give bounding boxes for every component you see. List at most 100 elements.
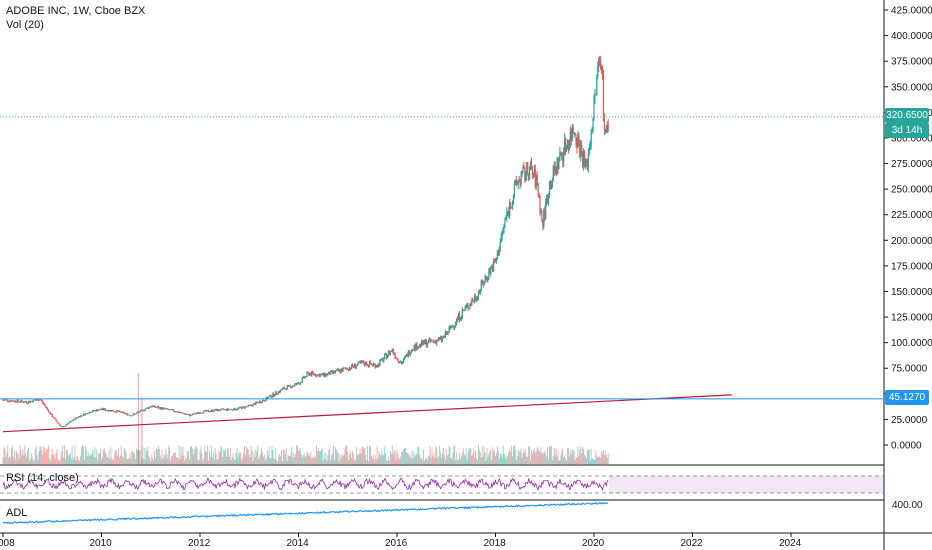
candle-body [193, 413, 195, 415]
volume-bar [279, 453, 281, 465]
candle-body [459, 319, 462, 321]
candle-body [308, 372, 310, 376]
volume-bar [349, 453, 351, 465]
candle-body [106, 410, 108, 412]
candle-body [505, 218, 507, 220]
volume-bar [505, 459, 507, 465]
candle-body [496, 250, 498, 259]
volume-bar [376, 446, 378, 465]
volume-bar [477, 460, 478, 465]
volume-bar [199, 450, 201, 465]
volume-bar [27, 449, 29, 465]
volume-bar [235, 452, 237, 465]
volume-bar [543, 453, 545, 465]
candle-body [260, 402, 263, 404]
volume-bar [86, 455, 88, 465]
price-tick-label: 100.0000 [891, 338, 932, 349]
volume-bar [171, 456, 173, 465]
candle-body [145, 407, 147, 410]
volume-bar [40, 446, 42, 465]
candle-body [524, 167, 526, 180]
candle-body [455, 323, 457, 326]
volume-bar [606, 458, 608, 465]
candle-body [11, 400, 14, 402]
volume-bar [503, 453, 505, 465]
volume-bar [558, 460, 560, 465]
candle-body [86, 413, 88, 415]
candle-body [439, 336, 442, 339]
volume-bar [556, 456, 558, 465]
volume-bar [5, 457, 7, 465]
volume-bar [381, 450, 383, 465]
candle-body [279, 389, 282, 393]
volume-bar [346, 445, 348, 465]
volume-bar [130, 458, 132, 465]
volume-bar [488, 454, 490, 465]
candle-body [123, 412, 125, 414]
volume-bar [585, 456, 586, 465]
volume-bar [143, 448, 145, 465]
volume-bar [527, 456, 529, 465]
candle-body [424, 340, 427, 345]
candle-body [138, 412, 140, 413]
candle-body [541, 211, 543, 222]
rsi-band [608, 476, 884, 493]
volume-bar [602, 453, 603, 465]
candle-body [532, 174, 534, 176]
candle-body [574, 132, 576, 135]
candle-body [195, 413, 197, 415]
volume-bar [413, 451, 415, 465]
candle-body [380, 358, 382, 361]
candle-body [5, 399, 7, 401]
candle-body [548, 183, 551, 198]
candle-body [136, 412, 139, 413]
price-tick-label: 425.0000 [891, 6, 932, 17]
candle-body [397, 358, 399, 362]
candle-body [414, 345, 416, 350]
candle-body [306, 372, 308, 377]
candle-body [246, 406, 248, 408]
candle-body [239, 406, 241, 408]
volume-bar [180, 446, 182, 465]
candle-body [324, 372, 326, 377]
candle-body [354, 363, 356, 368]
volume-bar [509, 449, 511, 465]
volume-bar [512, 456, 513, 465]
candle-body [13, 400, 15, 402]
candle-body [112, 410, 114, 412]
volume-bar [290, 452, 292, 465]
volume-bar [398, 457, 400, 465]
volume-bar [66, 449, 68, 465]
candle-body [137, 412, 140, 413]
candle-body [542, 221, 544, 227]
candle-body [556, 158, 558, 174]
price-tick-label: 125.0000 [891, 313, 932, 324]
candle-body [248, 405, 250, 406]
volume-bar [406, 453, 408, 465]
candle-body [522, 167, 524, 172]
candle-body [46, 407, 49, 410]
candle-body [247, 405, 249, 407]
volume-bar [225, 448, 227, 465]
candle-body [296, 383, 298, 385]
candle-body [268, 396, 270, 398]
candle-body [438, 338, 440, 342]
volume-bar [85, 449, 87, 465]
volume-bar [553, 447, 555, 465]
candle-body [273, 393, 275, 397]
volume-bar [255, 449, 257, 465]
volume-bar [135, 459, 137, 465]
volume-bar [102, 449, 104, 465]
candle-body [571, 127, 573, 141]
candle-body [100, 409, 103, 411]
volume-bar [301, 457, 303, 465]
volume-bar [404, 448, 406, 465]
candle-body [80, 415, 82, 418]
candle-body [190, 414, 193, 416]
candle-body [109, 410, 111, 411]
candle-body [501, 230, 503, 237]
volume-bar [289, 456, 291, 465]
volume-bar [409, 454, 411, 465]
candle-body [144, 409, 146, 411]
